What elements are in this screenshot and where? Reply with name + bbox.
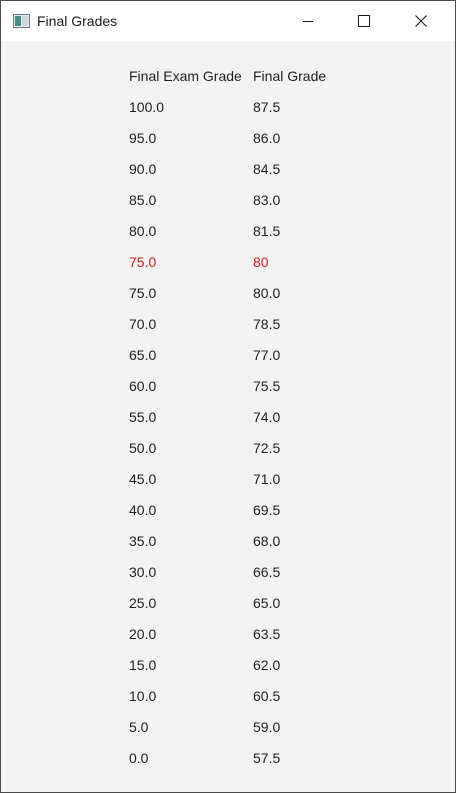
title-bar[interactable]: Final Grades — [1, 1, 455, 41]
final-exam-grade-cell: 40.0 — [129, 502, 157, 518]
column-header-final-grade: Final Grade — [253, 68, 327, 84]
final-grade-cell: 83.0 — [253, 192, 281, 208]
final-grade-cell: 77.0 — [253, 347, 281, 363]
window-title: Final Grades — [37, 13, 118, 29]
final-grade-cell: 57.5 — [253, 750, 281, 766]
final-grade-cell: 75.5 — [253, 378, 281, 394]
final-exam-grade-cell: 95.0 — [129, 130, 157, 146]
final-grade-cell: 66.5 — [253, 564, 281, 580]
final-exam-grade-cell: 10.0 — [129, 688, 157, 704]
final-grade-cell: 60.5 — [253, 688, 281, 704]
final-exam-grade-cell: 90.0 — [129, 161, 157, 177]
final-exam-grade-cell: 5.0 — [129, 719, 149, 735]
final-grade-cell: 68.0 — [253, 533, 281, 549]
maximize-icon — [358, 15, 370, 27]
final-exam-grade-cell: 75.0 — [129, 285, 157, 301]
minimize-button[interactable] — [280, 1, 336, 41]
final-grade-cell: 62.0 — [253, 657, 281, 673]
final-exam-grade-cell: 0.0 — [129, 750, 149, 766]
close-button[interactable] — [393, 1, 449, 41]
final-exam-grade-cell: 100.0 — [129, 99, 165, 115]
final-grade-cell: 81.5 — [253, 223, 281, 239]
final-exam-grade-cell: 20.0 — [129, 626, 157, 642]
final-grade-cell: 69.5 — [253, 502, 281, 518]
minimize-icon — [303, 21, 313, 22]
final-exam-grade-cell: 70.0 — [129, 316, 157, 332]
final-exam-grade-cell: 80.0 — [129, 223, 157, 239]
final-exam-grade-cell: 50.0 — [129, 440, 157, 456]
final-grade-cell: 63.5 — [253, 626, 281, 642]
final-grade-cell: 72.5 — [253, 440, 281, 456]
close-icon — [415, 15, 427, 27]
final-grade-cell: 80 — [253, 254, 269, 270]
final-exam-grade-cell: 85.0 — [129, 192, 157, 208]
window-app-icon[interactable] — [13, 14, 30, 28]
final-exam-grade-cell: 75.0 — [129, 254, 157, 270]
final-grade-cell: 80.0 — [253, 285, 281, 301]
final-exam-grade-cell: 55.0 — [129, 409, 157, 425]
final-grade-cell: 59.0 — [253, 719, 281, 735]
final-grade-cell: 74.0 — [253, 409, 281, 425]
final-exam-grade-cell: 60.0 — [129, 378, 157, 394]
final-exam-grade-cell: 65.0 — [129, 347, 157, 363]
final-grade-cell: 65.0 — [253, 595, 281, 611]
maximize-button[interactable] — [336, 1, 392, 41]
final-exam-grade-cell: 25.0 — [129, 595, 157, 611]
final-grade-cell: 87.5 — [253, 99, 281, 115]
final-grade-cell: 86.0 — [253, 130, 281, 146]
final-exam-grade-cell: 35.0 — [129, 533, 157, 549]
final-grade-cell: 78.5 — [253, 316, 281, 332]
final-exam-grade-cell: 45.0 — [129, 471, 157, 487]
final-exam-grade-cell: 30.0 — [129, 564, 157, 580]
final-grade-cell: 71.0 — [253, 471, 281, 487]
column-header-final-exam-grade: Final Exam Grade — [129, 68, 242, 84]
final-grade-cell: 84.5 — [253, 161, 281, 177]
final-exam-grade-cell: 15.0 — [129, 657, 157, 673]
